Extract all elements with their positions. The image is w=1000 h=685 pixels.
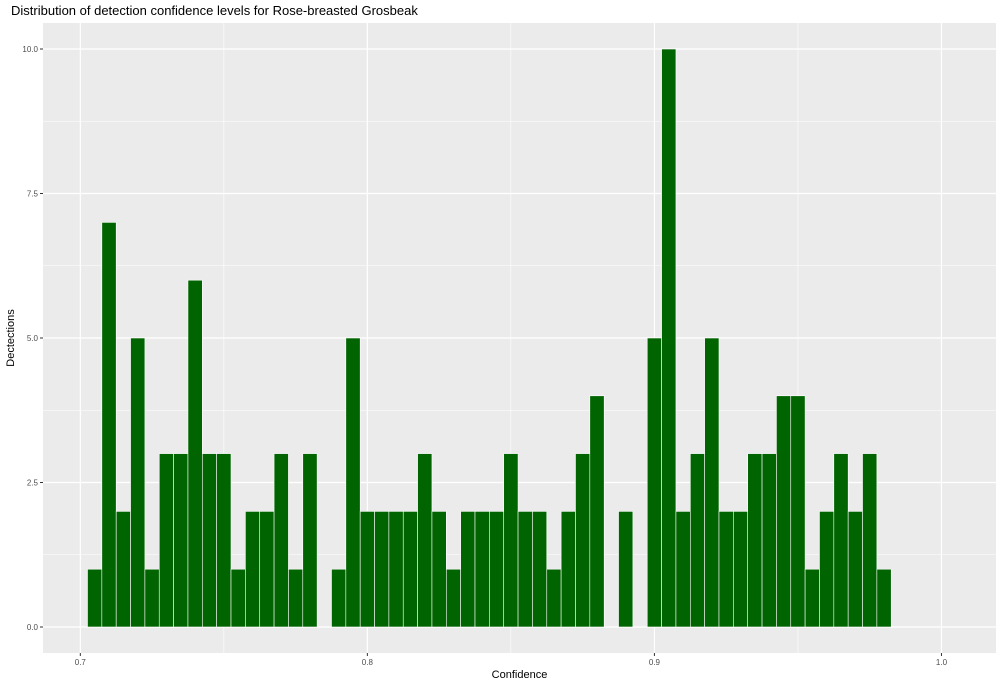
histogram-bar — [733, 511, 749, 628]
histogram-bar — [202, 453, 217, 628]
histogram-bar — [532, 511, 548, 628]
histogram-bar — [833, 453, 849, 628]
histogram-bar — [847, 511, 863, 628]
histogram-bar — [273, 453, 289, 628]
histogram-bar — [302, 453, 318, 628]
x-tick-label: 0.8 — [362, 658, 374, 667]
histogram-bar — [87, 568, 103, 628]
x-tick-label: 0.7 — [75, 658, 87, 667]
histogram-bar — [704, 337, 720, 628]
y-tick-label: 10.0 — [22, 45, 38, 54]
histogram-bar — [876, 568, 892, 628]
chart-title: Distribution of detection confidence lev… — [11, 3, 418, 18]
histogram-bar — [216, 453, 232, 628]
histogram-bar — [431, 511, 447, 628]
histogram-bar — [101, 222, 117, 628]
histogram-bar — [862, 453, 878, 628]
histogram-bar — [747, 453, 763, 628]
histogram-bar — [718, 511, 734, 628]
histogram-bar — [546, 568, 562, 628]
histogram-bar — [460, 511, 476, 628]
histogram-bar — [288, 568, 304, 628]
histogram-bar — [503, 453, 519, 628]
y-tick-label: 7.5 — [27, 190, 39, 199]
histogram-bar — [388, 511, 404, 628]
histogram-bar — [345, 337, 361, 628]
histogram-bar — [517, 511, 533, 628]
histogram-bar — [776, 395, 792, 628]
histogram-bar — [144, 568, 160, 628]
histogram-bar — [187, 279, 203, 628]
histogram-bar — [474, 511, 490, 628]
y-tick-label: 2.5 — [27, 478, 39, 487]
histogram-bar — [819, 511, 835, 628]
histogram-bar — [359, 511, 375, 628]
histogram-bar — [675, 511, 691, 628]
histogram-bar — [331, 568, 347, 628]
histogram-bar — [446, 568, 461, 628]
histogram-bar — [618, 511, 634, 628]
histogram-bar — [158, 453, 174, 628]
histogram-bar — [115, 511, 131, 628]
histogram-bar — [417, 453, 433, 628]
histogram-bar — [804, 568, 820, 628]
histogram-bar — [130, 337, 146, 628]
y-axis-title: Dectections — [5, 309, 17, 367]
y-tick-label: 5.0 — [27, 334, 39, 343]
y-tick-label: 0.0 — [27, 623, 39, 632]
histogram-bar — [374, 511, 390, 628]
histogram-bar — [230, 568, 246, 628]
histogram-bar — [489, 511, 505, 628]
histogram-bar — [560, 511, 576, 628]
x-tick-label: 1.0 — [936, 658, 948, 667]
histogram-bar — [661, 48, 677, 628]
histogram-bar — [646, 337, 662, 628]
histogram-bar — [790, 395, 806, 628]
histogram-bar — [589, 395, 605, 628]
x-tick-label: 0.9 — [649, 658, 661, 667]
bars — [87, 48, 892, 628]
histogram-bar — [761, 453, 777, 628]
histogram-bar — [575, 453, 591, 628]
histogram-bar — [402, 511, 418, 628]
histogram-bar — [259, 511, 275, 628]
histogram-bar — [173, 453, 189, 628]
histogram-bar — [245, 511, 261, 628]
x-axis-title: Confidence — [492, 669, 548, 681]
histogram-bar — [689, 453, 705, 628]
axes: 0.7 0.8 0.9 1.0 0.0 2.5 5.0 7.5 10.0 — [22, 45, 947, 667]
